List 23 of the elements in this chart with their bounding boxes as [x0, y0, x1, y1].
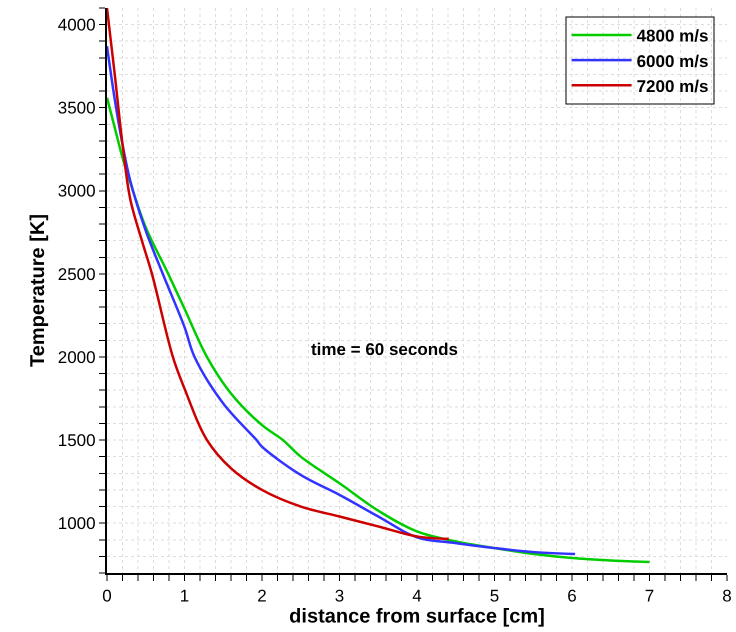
x-tick-label: 0: [102, 586, 112, 606]
x-tick-label: 4: [412, 586, 422, 606]
y-tick-label: 1000: [58, 514, 96, 534]
y-axis-title: Temperature [K]: [26, 214, 49, 367]
x-tick-label: 3: [334, 586, 344, 606]
line-series: [107, 44, 576, 556]
y-tick-label: 4000: [58, 16, 96, 35]
y-tick-label: 2500: [58, 264, 96, 284]
legend-label: 4800 m/s: [636, 26, 708, 46]
y-tick-label: 3000: [58, 182, 96, 201]
x-tick-label: 8: [722, 586, 732, 606]
legend-label: 7200 m/s: [636, 76, 708, 96]
annotation: time = 60 seconds: [311, 340, 458, 359]
y-tick-label: 1500: [58, 431, 96, 450]
y-tick-label: 3500: [58, 98, 96, 118]
y-tick-label: 2000: [58, 348, 96, 367]
x-tick-label: 1: [180, 586, 190, 606]
x-tick-label: 6: [567, 586, 577, 606]
x-tick-label: 2: [257, 586, 267, 606]
x-tick-label: 5: [490, 586, 500, 606]
x-axis-title: distance from surface [cm]: [289, 605, 545, 628]
x-tick-label: 7: [644, 586, 654, 606]
legend-label: 6000 m/s: [636, 52, 708, 71]
